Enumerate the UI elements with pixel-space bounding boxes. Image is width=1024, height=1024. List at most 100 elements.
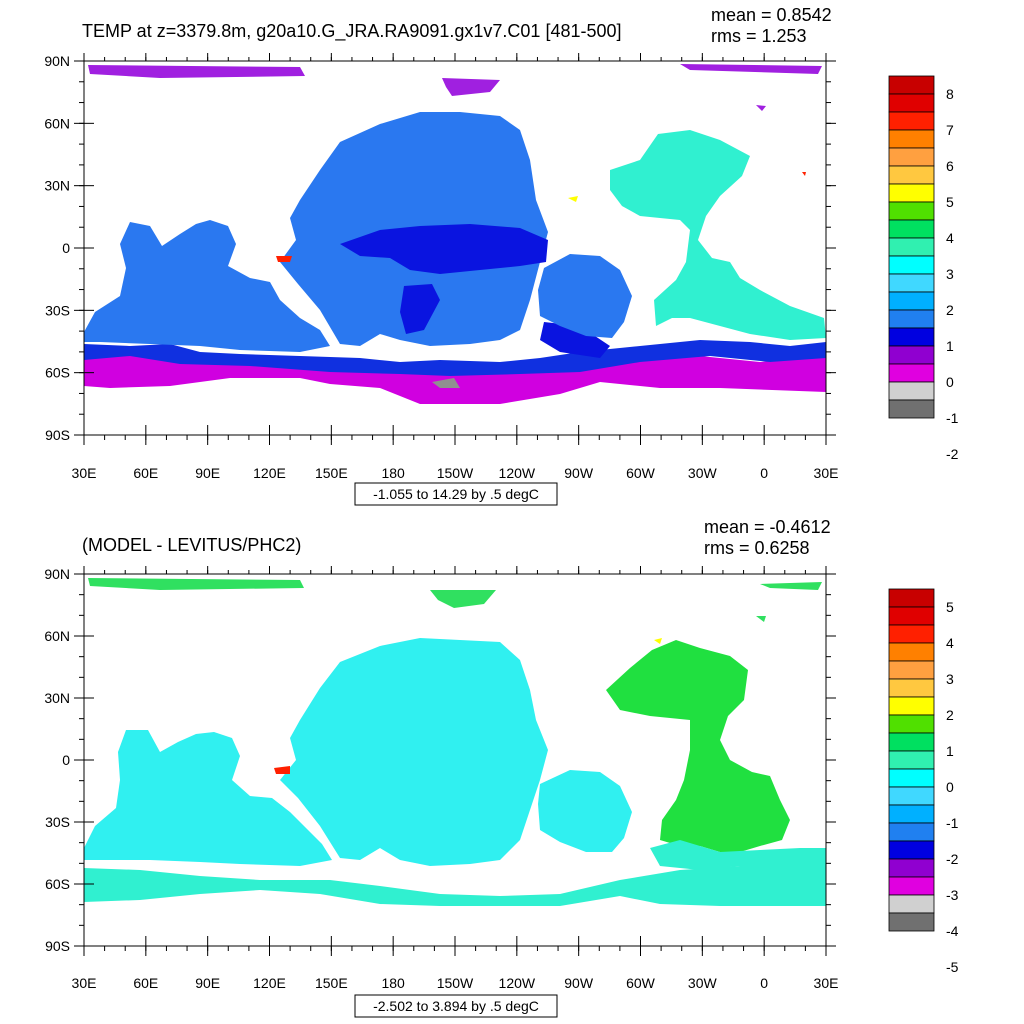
lon-tick-label: 120E	[253, 465, 286, 481]
colorbar-swatch	[888, 660, 935, 680]
colorbar-swatch	[888, 894, 935, 914]
map-ticks	[74, 566, 836, 956]
range-box	[354, 482, 558, 506]
range-label: -1.055 to 14.29 by .5 degC	[373, 486, 539, 502]
lon-tick-label: 120W	[499, 975, 536, 991]
colorbar-label: -2	[946, 446, 959, 462]
colorbar-swatch	[888, 201, 935, 221]
colorbar-swatch	[888, 696, 935, 716]
lon-tick-label: 60E	[133, 975, 158, 991]
rms-label: rms = 1.253	[711, 26, 807, 46]
range-label: -2.502 to 3.894 by .5 degC	[373, 998, 539, 1014]
colorbar-swatch	[888, 768, 935, 788]
lon-tick-label: 120E	[253, 975, 286, 991]
indian-ocean	[84, 730, 332, 866]
lat-tick-label: 60N	[44, 628, 70, 644]
rms-label: rms = 0.6258	[704, 538, 810, 558]
lon-tick-label: 90W	[564, 975, 594, 991]
colorbar-swatch	[888, 237, 935, 257]
panel-top: TEMP at z=3379.8m, g20a10.G_JRA.RA9091.g…	[44, 5, 959, 506]
lon-tick-label: 0	[760, 465, 768, 481]
lon-tick-label: 30E	[72, 975, 97, 991]
lon-tick-label: 60W	[626, 465, 656, 481]
lat-tick-label: 0	[62, 752, 70, 768]
colorbar-swatch	[888, 381, 935, 401]
atlantic-ocean	[610, 130, 826, 340]
lon-tick-label: 60W	[626, 975, 656, 991]
lon-tick-label: 30E	[72, 465, 97, 481]
colorbar-swatch	[888, 624, 935, 644]
colorbar-swatch	[888, 588, 935, 608]
colorbar-swatch	[888, 678, 935, 698]
lon-tick-label: 120W	[499, 465, 536, 481]
lon-tick-label: 150W	[437, 465, 474, 481]
yellow-spot	[568, 196, 578, 202]
lon-tick-label: 150W	[437, 975, 474, 991]
colorbar-swatch	[888, 219, 935, 239]
colorbar-swatch	[888, 399, 935, 419]
colorbar-label: -2	[946, 851, 959, 867]
arctic-field	[88, 64, 822, 111]
colorbar-swatch	[888, 732, 935, 752]
colorbar-swatch	[888, 255, 935, 275]
colorbar: 5 4 3 2 1 0 -1 -2 -3 -4 -5	[888, 588, 959, 975]
lon-tick-label: 90E	[195, 975, 220, 991]
colorbar-swatch	[888, 309, 935, 329]
lat-tick-label: 30N	[44, 690, 70, 706]
colorbar-swatch	[888, 129, 935, 149]
panel-bottom: (MODEL - LEVITUS/PHC2) mean = -0.4612 rm…	[44, 517, 959, 1018]
colorbar-swatch	[888, 147, 935, 167]
lat-tick-label: 90N	[44, 53, 70, 69]
colorbar-swatch	[888, 912, 935, 932]
pacific-ocean	[280, 638, 632, 866]
colorbar-swatch	[888, 876, 935, 896]
colorbar-label: 7	[946, 122, 954, 138]
colorbar-label: 1	[946, 743, 954, 759]
colorbar-label: 1	[946, 338, 954, 354]
colorbar-swatch	[888, 93, 935, 113]
south-atlantic	[538, 254, 632, 338]
colorbar-swatch	[888, 822, 935, 842]
colorbar-label: -3	[946, 887, 959, 903]
lon-tick-label: 30W	[688, 975, 718, 991]
southern-band	[84, 340, 826, 376]
colorbar-label: 5	[946, 194, 954, 210]
latitude-axis: 90N 60N 30N 0 30S 60S 90S	[44, 53, 70, 443]
lon-tick-label: 150E	[315, 975, 348, 991]
colorbar-swatch	[888, 714, 935, 734]
colorbar-label: 3	[946, 671, 954, 687]
colorbar-swatch	[888, 606, 935, 626]
accent-spots	[274, 766, 290, 774]
lon-tick-label: 60E	[133, 465, 158, 481]
lat-tick-label: 90S	[45, 427, 70, 443]
lat-tick-label: 60S	[45, 365, 70, 381]
gray-spot	[432, 378, 460, 388]
colorbar-swatch	[888, 111, 935, 131]
colorbar-swatch	[888, 642, 935, 662]
colorbar-label: 8	[946, 86, 954, 102]
colorbar-label: 4	[946, 635, 954, 651]
colorbar-label: -5	[946, 959, 959, 975]
range-box	[354, 994, 558, 1018]
lon-tick-label: 180	[381, 465, 405, 481]
lon-tick-label: 180	[381, 975, 405, 991]
lat-tick-label: 30S	[45, 814, 70, 830]
colorbar-label: -1	[946, 815, 959, 831]
colorbar-swatch	[888, 75, 935, 95]
colorbar-swatch	[888, 345, 935, 365]
lon-tick-label: 90W	[564, 465, 594, 481]
colorbar-swatch	[888, 291, 935, 311]
panel-title: (MODEL - LEVITUS/PHC2)	[82, 535, 301, 555]
southern-field	[84, 860, 826, 906]
latitude-axis: 90N 60N 30N 0 30S 60S 90S	[44, 566, 70, 954]
indian-ocean	[84, 220, 330, 352]
arctic-field	[88, 578, 822, 622]
colorbar-swatch	[888, 363, 935, 383]
southern-field	[84, 350, 826, 404]
colorbar-label: 2	[946, 707, 954, 723]
colorbar-label: -1	[946, 410, 959, 426]
colorbar-swatch	[888, 327, 935, 347]
lon-tick-label: 30W	[688, 465, 718, 481]
colorbar-swatch	[888, 273, 935, 293]
